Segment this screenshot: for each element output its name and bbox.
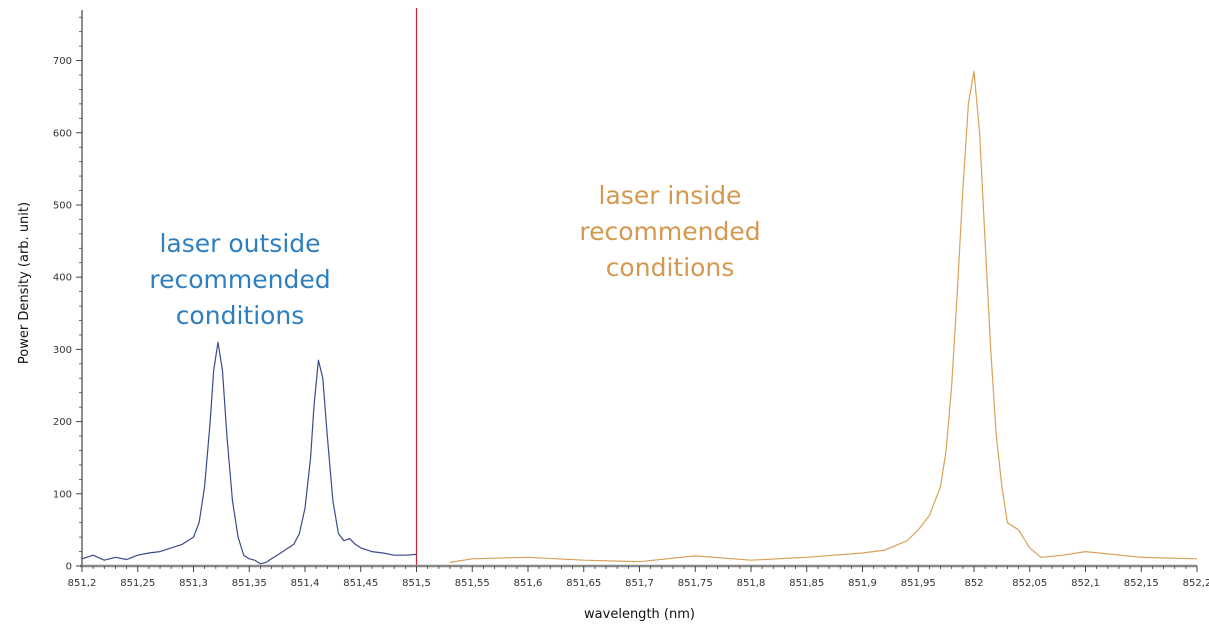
x-axis-title: wavelength (nm) — [584, 607, 695, 622]
y-tick-label: 700 — [53, 56, 72, 67]
y-tick-label: 100 — [53, 489, 72, 500]
x-tick-label: 851,5 — [402, 578, 431, 589]
x-tick-label: 851,7 — [625, 578, 654, 589]
y-tick-label: 300 — [53, 345, 72, 356]
annotation-outside: laser outside recommended conditions — [149, 229, 331, 330]
y-tick-label: 400 — [53, 273, 72, 284]
x-tick-label: 852 — [964, 578, 983, 589]
x-tick-label: 851,45 — [343, 578, 378, 589]
x-tick-label: 851,2 — [68, 578, 97, 589]
x-tick-label: 851,65 — [566, 578, 601, 589]
x-tick-label: 852,15 — [1124, 578, 1159, 589]
series-line-inside — [449, 70, 1198, 563]
series-line-outside — [81, 341, 417, 565]
x-tick-label: 851,95 — [901, 578, 936, 589]
y-tick-label: 600 — [53, 128, 72, 139]
x-tick-label: 851,8 — [737, 578, 766, 589]
y-tick-label: 200 — [53, 417, 72, 428]
x-tick-label: 851,75 — [678, 578, 713, 589]
x-tick-label: 852,05 — [1012, 578, 1047, 589]
x-tick-label: 851,25 — [120, 578, 155, 589]
x-tick-label: 852,1 — [1071, 578, 1100, 589]
x-tick-label: 851,35 — [232, 578, 267, 589]
x-tick-label: 851,85 — [789, 578, 824, 589]
x-tick-label: 851,9 — [848, 578, 877, 589]
x-tick-label: 851,4 — [291, 578, 320, 589]
x-tick-label: 852,2 — [1183, 578, 1209, 589]
y-tick-label: 0 — [66, 562, 72, 573]
y-tick-label: 500 — [53, 200, 72, 211]
y-axis-title: Power Density (arb. unit) — [17, 202, 32, 364]
annotation-inside: laser inside recommended conditions — [579, 181, 761, 282]
x-tick-label: 851,3 — [179, 578, 208, 589]
x-tick-label: 851,55 — [455, 578, 490, 589]
x-tick-label: 851,6 — [514, 578, 543, 589]
